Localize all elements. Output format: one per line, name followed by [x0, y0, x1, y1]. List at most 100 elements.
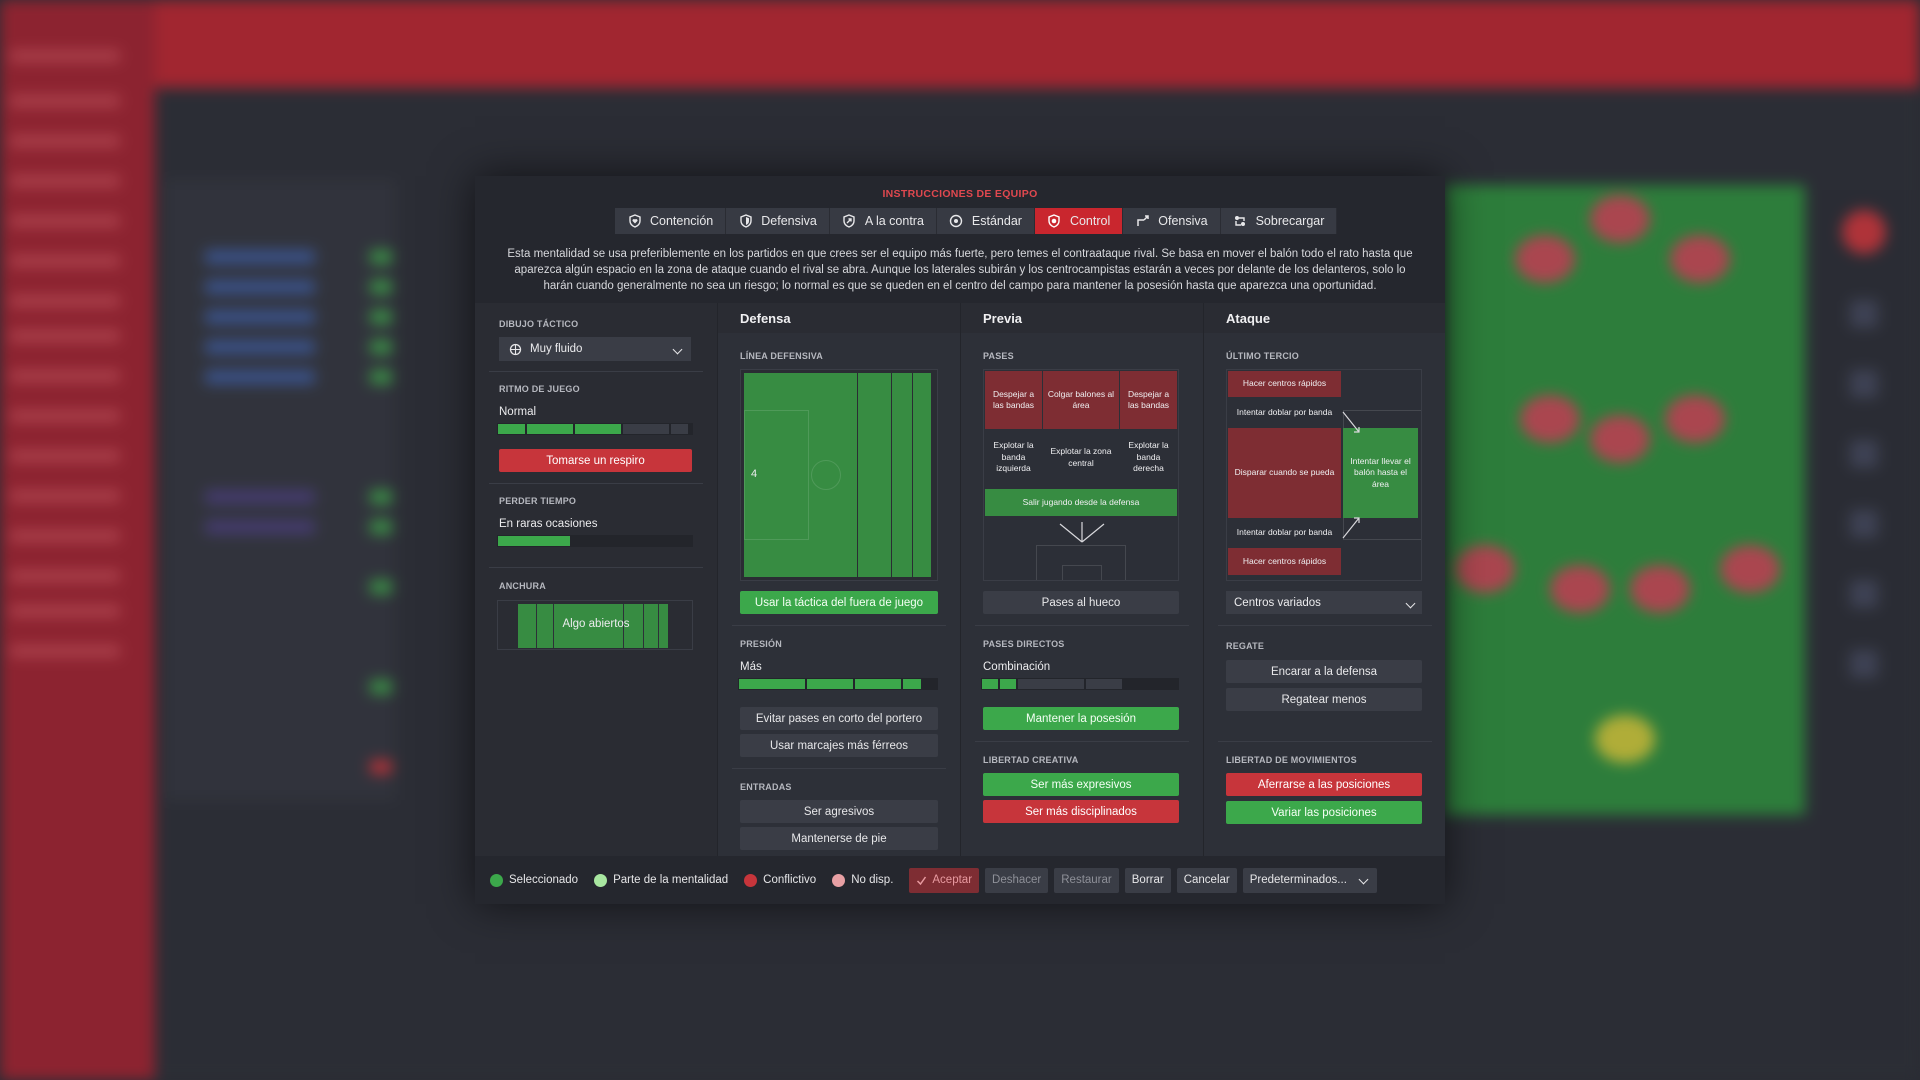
tab-defensiva[interactable]: Defensiva: [726, 208, 830, 234]
evitar-pases-portero-button[interactable]: Evitar pases en corto del portero: [740, 707, 938, 730]
tab-control[interactable]: Control: [1034, 208, 1124, 234]
zone-explotar-banda-izq[interactable]: Explotar la banda izquierda: [985, 430, 1042, 485]
marcajes-ferreos-button[interactable]: Usar marcajes más férreos: [740, 734, 938, 757]
defensa-column: Defensa LÍNEA DEFENSIVA 4 Usar la táctic…: [717, 303, 960, 856]
linea-defensiva-value: 4: [751, 468, 758, 480]
tab-sobrecargar[interactable]: Sobrecargar: [1220, 208, 1338, 234]
pases-pitch: Despejar a las bandas Colgar balones al …: [983, 369, 1179, 581]
perder-tiempo-value: En raras ocasiones: [499, 518, 598, 530]
ataque-header: Ataque: [1204, 303, 1445, 333]
deshacer-button[interactable]: Deshacer: [985, 867, 1049, 893]
tab-contencion[interactable]: Contención: [615, 208, 727, 234]
modal-header: INSTRUCCIONES DE EQUIPO Contención Defen…: [475, 176, 1445, 303]
zone-centros-rapidos-top[interactable]: Hacer centros rápidos: [1228, 371, 1341, 397]
pases-directos-value: Combinación: [983, 661, 1051, 673]
bg-pitch: [1445, 185, 1805, 815]
presion-slider[interactable]: [738, 678, 938, 690]
light-green-dot-icon: [594, 873, 608, 887]
instruction-columns: DIBUJO TÁCTICO Muy fluido RITMO DE JUEGO…: [475, 303, 1445, 856]
overload-icon: [1233, 214, 1248, 229]
tomarse-respiro-button[interactable]: Tomarse un respiro: [499, 449, 692, 472]
legend-label: Seleccionado: [509, 874, 579, 886]
shield-ball-icon: [1047, 214, 1062, 229]
legend-seleccionado: Seleccionado: [490, 873, 579, 887]
zone-despejar-bandas-der[interactable]: Despejar a las bandas: [1120, 371, 1177, 429]
zone-salir-jugando[interactable]: Salir jugando desde la defensa: [985, 489, 1177, 516]
zone-centros-rapidos-bot[interactable]: Hacer centros rápidos: [1228, 548, 1341, 575]
variar-posiciones-button[interactable]: Variar las posiciones: [1226, 801, 1422, 824]
tab-a-la-contra[interactable]: A la contra: [829, 208, 937, 234]
predeterminados-dropdown[interactable]: Predeterminados...: [1242, 867, 1377, 893]
attack-arrow-icon: [1135, 214, 1150, 229]
cancelar-button[interactable]: Cancelar: [1176, 867, 1237, 893]
ser-mas-disciplinados-button[interactable]: Ser más disciplinados: [983, 800, 1179, 823]
dibujo-tactico-dropdown[interactable]: Muy fluido: [499, 337, 691, 361]
pases-directos-slider[interactable]: [981, 678, 1179, 690]
defensa-header: Defensa: [718, 303, 960, 333]
ultimo-tercio-label: ÚLTIMO TERCIO: [1226, 351, 1299, 361]
bg-squad-list: [165, 180, 395, 800]
centros-dropdown[interactable]: Centros variados: [1226, 591, 1422, 614]
ritmo-label: RITMO DE JUEGO: [499, 384, 580, 394]
regate-label: REGATE: [1226, 641, 1265, 651]
tab-ofensiva[interactable]: Ofensiva: [1123, 208, 1221, 234]
zone-llevar-balon-area[interactable]: Intentar llevar el balón hasta el área: [1343, 428, 1418, 518]
entradas-label: ENTRADAS: [740, 782, 792, 792]
pass-arrows-icon: [1059, 522, 1105, 543]
linea-defensiva-pitch[interactable]: 4: [740, 369, 938, 581]
aceptar-button[interactable]: Aceptar: [909, 867, 980, 893]
ser-agresivos-button[interactable]: Ser agresivos: [740, 800, 938, 823]
mentality-tabs: Contención Defensiva A la contra Estánda…: [615, 208, 1338, 234]
pases-al-hueco-button[interactable]: Pases al hueco: [983, 591, 1179, 614]
perder-tiempo-slider[interactable]: [497, 535, 693, 547]
mantenerse-de-pie-button[interactable]: Mantenerse de pie: [740, 827, 938, 850]
zone-despejar-bandas-izq[interactable]: Despejar a las bandas: [985, 371, 1042, 429]
borrar-button[interactable]: Borrar: [1124, 867, 1171, 893]
pases-label: PASES: [983, 351, 1014, 361]
ritmo-slider[interactable]: [497, 423, 693, 435]
predeterminados-label: Predeterminados...: [1249, 874, 1347, 886]
libertad-movimientos-label: LIBERTAD DE MOVIMIENTOS: [1226, 755, 1357, 765]
zone-explotar-zona-central[interactable]: Explotar la zona central: [1043, 430, 1119, 485]
tab-estandar[interactable]: Estándar: [936, 208, 1035, 234]
zone-doblar-banda-bot[interactable]: Intentar doblar por banda: [1228, 520, 1341, 546]
legend-parte-mentalidad: Parte de la mentalidad: [594, 873, 729, 887]
tab-label: Control: [1069, 214, 1111, 228]
chevron-down-icon: [672, 340, 683, 358]
shield-heart-icon: [627, 214, 642, 229]
counter-arrow-icon: [842, 214, 857, 229]
legend-conflictivo: Conflictivo: [744, 873, 816, 887]
chevron-down-icon: [1405, 594, 1416, 612]
modal-title: INSTRUCCIONES DE EQUIPO: [882, 188, 1038, 200]
mantener-posesion-button[interactable]: Mantener la posesión: [983, 707, 1179, 730]
presion-label: PRESIÓN: [740, 639, 782, 649]
zone-colgar-balones[interactable]: Colgar balones al área: [1043, 371, 1119, 429]
libertad-creativa-label: LIBERTAD CREATIVA: [983, 755, 1079, 765]
red-dot-icon: [744, 873, 758, 887]
chevron-down-icon: [1358, 874, 1369, 886]
check-icon: [916, 875, 927, 886]
zone-doblar-banda-top[interactable]: Intentar doblar por banda: [1228, 399, 1341, 426]
aferrarse-posiciones-button[interactable]: Aferrarse a las posiciones: [1226, 773, 1422, 796]
ultimo-tercio-pitch: Hacer centros rápidos Intentar doblar po…: [1226, 369, 1422, 581]
perder-tiempo-label: PERDER TIEMPO: [499, 496, 577, 506]
modal-footer: Seleccionado Parte de la mentalidad Conf…: [475, 856, 1445, 904]
zone-explotar-banda-der[interactable]: Explotar la banda derecha: [1120, 430, 1177, 485]
zone-disparar[interactable]: Disparar cuando se pueda: [1228, 428, 1341, 518]
fuera-de-juego-button[interactable]: Usar la táctica del fuera de juego: [740, 591, 938, 614]
regatear-menos-button[interactable]: Regatear menos: [1226, 688, 1422, 711]
bg-right-column: [1820, 190, 1910, 1050]
ritmo-value: Normal: [499, 406, 537, 418]
shield-icon: [738, 214, 753, 229]
ser-mas-expresivos-button[interactable]: Ser más expresivos: [983, 773, 1179, 796]
green-dot-icon: [490, 873, 503, 887]
tab-label: Defensiva: [761, 214, 817, 228]
anchura-selector[interactable]: Algo abiertos: [497, 600, 693, 650]
legend-label: Parte de la mentalidad: [613, 874, 729, 886]
bg-topbar: [0, 0, 1920, 88]
anchura-label: ANCHURA: [499, 581, 546, 591]
restaurar-button[interactable]: Restaurar: [1054, 867, 1119, 893]
mentality-description: Esta mentalidad se usa preferiblemente e…: [507, 248, 1413, 292]
centros-value: Centros variados: [1234, 596, 1321, 609]
encarar-defensa-button[interactable]: Encarar a la defensa: [1226, 660, 1422, 683]
